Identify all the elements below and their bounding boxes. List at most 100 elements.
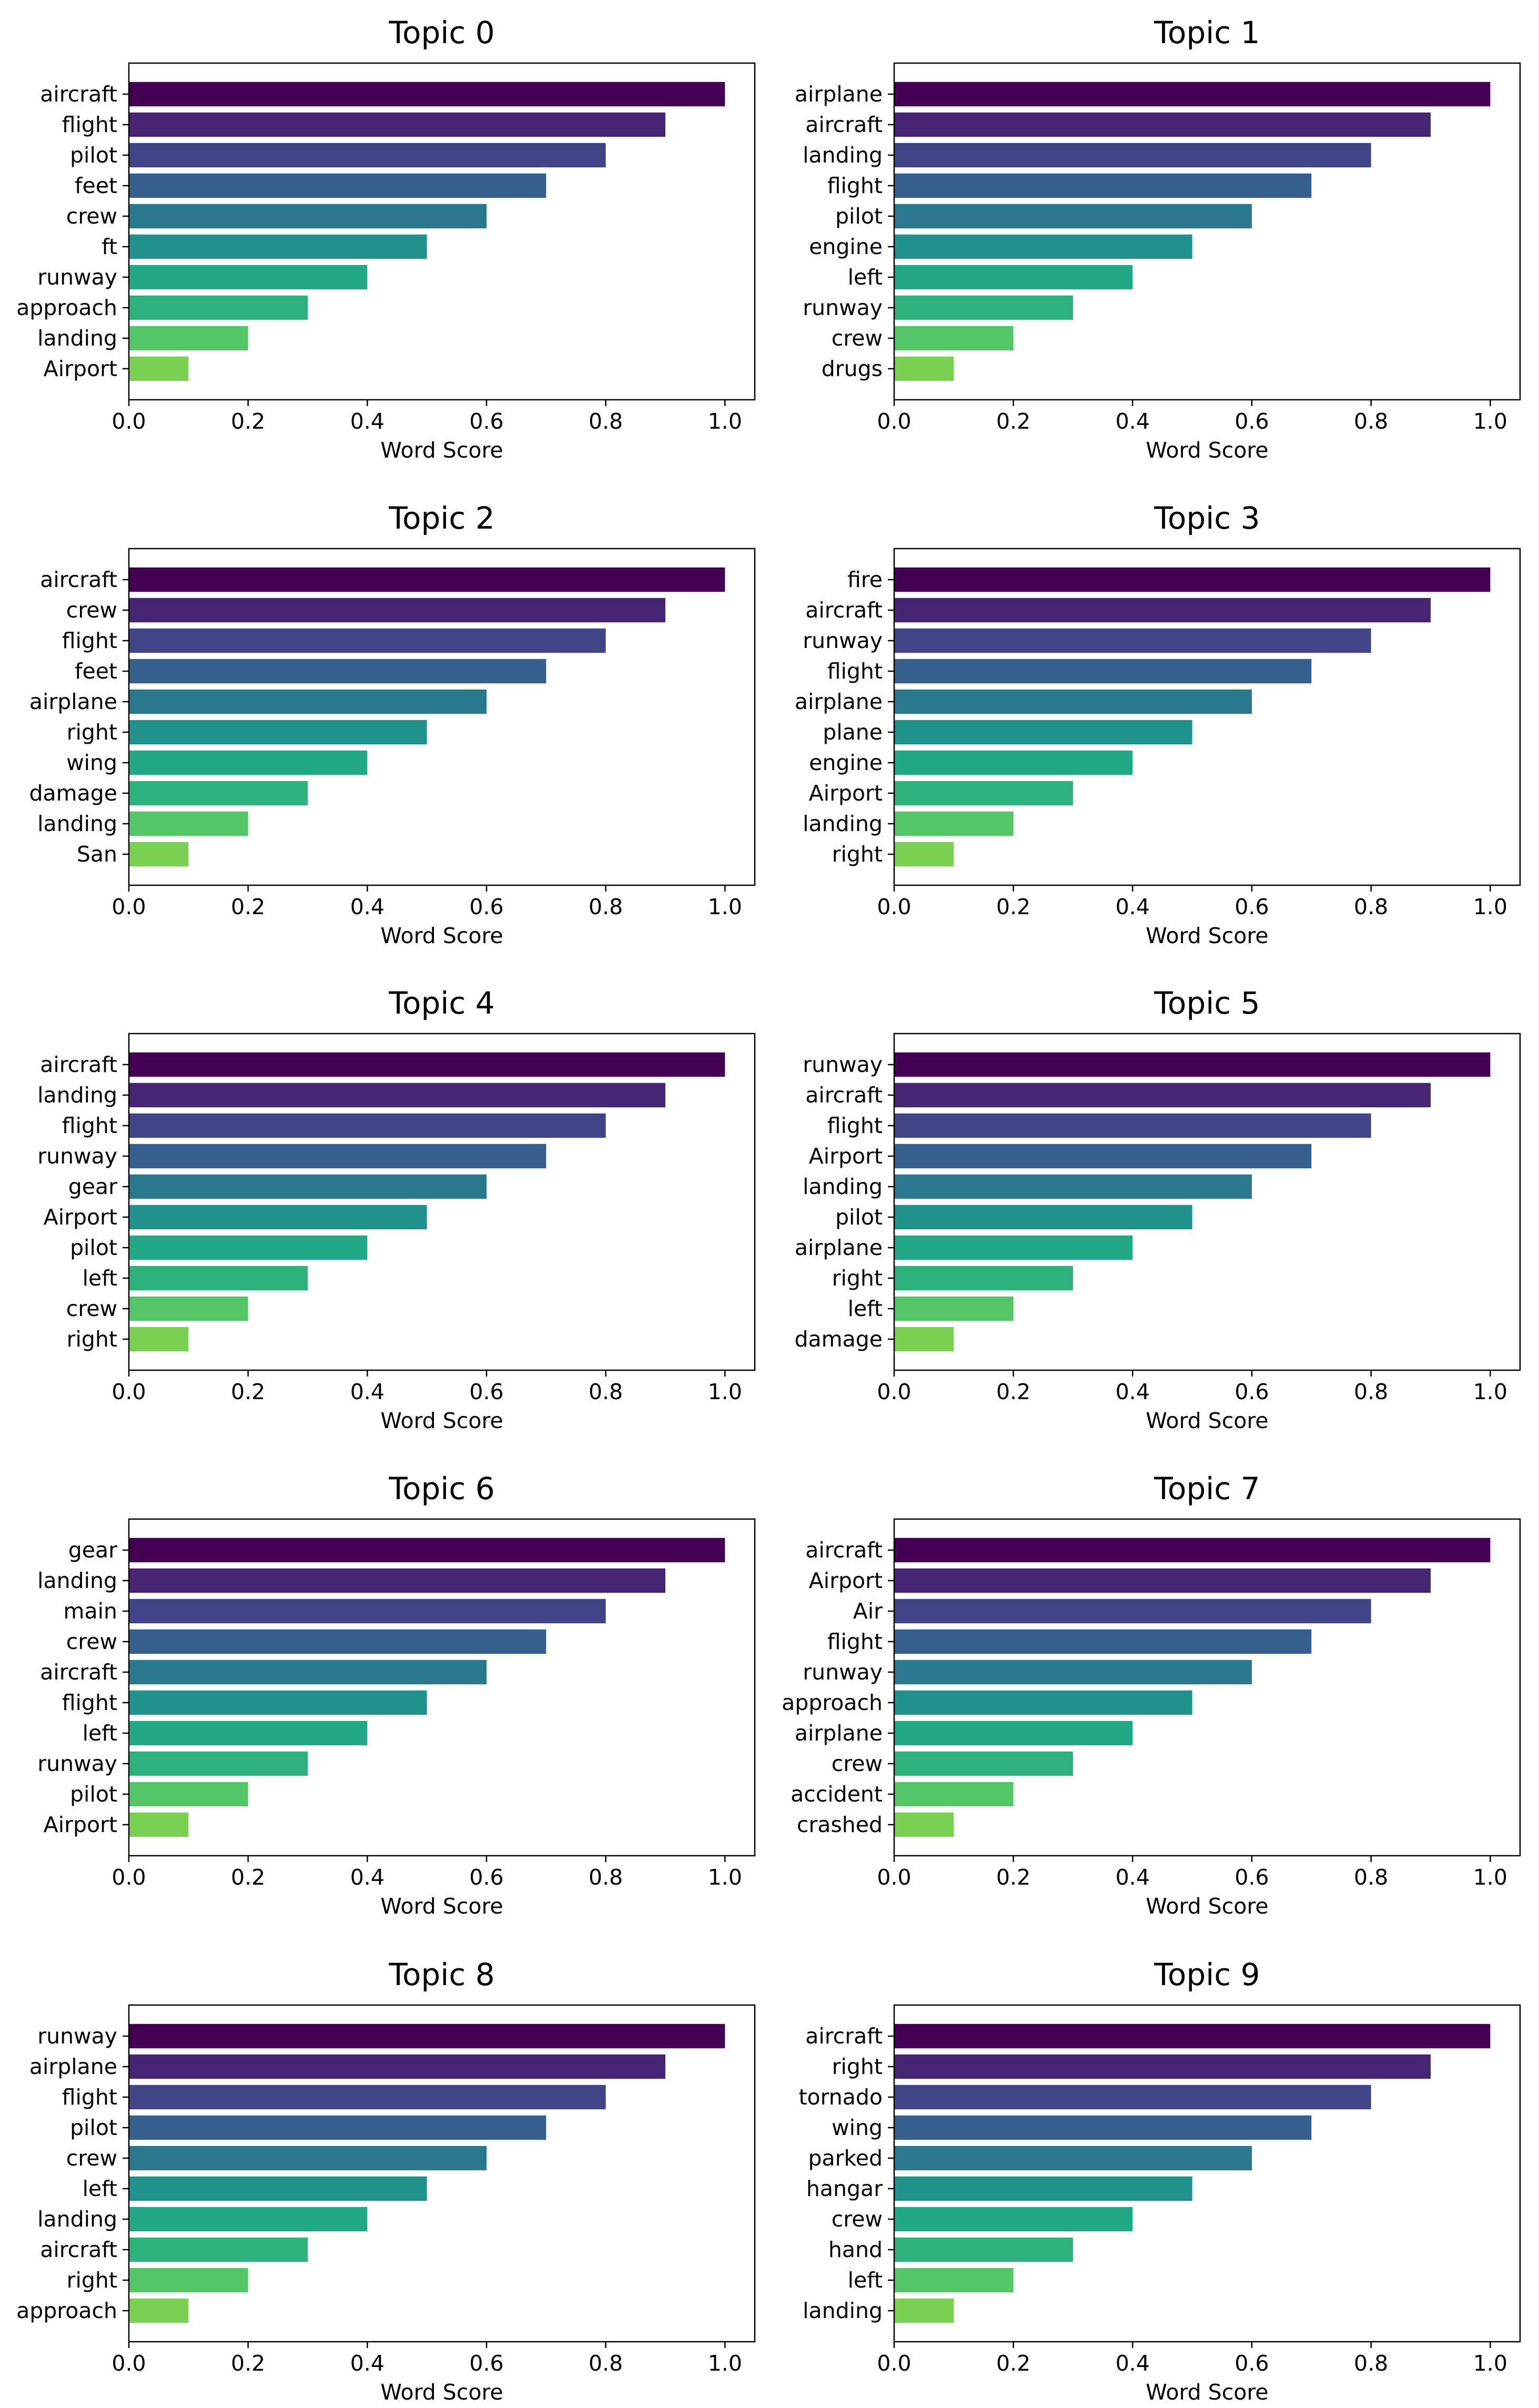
x-tick-label: 0.0 <box>877 2351 911 2376</box>
x-tick-label: 1.0 <box>708 894 742 919</box>
x-tick-label: 0.4 <box>1116 2351 1150 2376</box>
y-tick-label: tornado <box>798 2085 883 2110</box>
x-tick-label: 1.0 <box>1473 409 1507 434</box>
bar-aircraft <box>894 1082 1431 1108</box>
bar-aircraft <box>894 112 1431 137</box>
bar-landing <box>129 326 248 351</box>
y-tick-label: left <box>83 1266 117 1291</box>
bar-left <box>894 2268 1014 2293</box>
bar-runway <box>129 265 368 290</box>
bar-aircraft <box>894 2023 1491 2049</box>
bar-landing <box>129 811 248 836</box>
x-axis-label: Word Score <box>1146 923 1268 948</box>
y-tick-label: runway <box>37 1751 117 1776</box>
y-tick-label: approach <box>16 2298 117 2323</box>
y-tick-label: crashed <box>797 1812 883 1837</box>
y-tick-label: pilot <box>835 1205 883 1230</box>
bar-airport <box>129 1812 189 1837</box>
y-tick-label: aircraft <box>805 598 883 623</box>
x-tick-label: 0.0 <box>112 894 146 919</box>
y-tick-label: pilot <box>70 1782 117 1807</box>
bar-runway <box>894 628 1371 653</box>
bar-aircraft <box>129 2237 308 2262</box>
x-tick-label: 0.8 <box>1354 1865 1388 1890</box>
subplot-title: Topic 8 <box>388 1957 494 1992</box>
y-tick-label: crew <box>66 598 117 623</box>
y-tick-label: landing <box>37 1082 117 1108</box>
bar-aircraft <box>129 567 725 592</box>
y-tick-label: hangar <box>806 2176 883 2201</box>
y-tick-label: main <box>64 1598 117 1624</box>
x-tick-label: 0.6 <box>1234 1379 1269 1404</box>
y-tick-label: airplane <box>29 689 117 714</box>
x-tick-label: 1.0 <box>708 409 742 434</box>
bar-runway <box>894 295 1073 320</box>
x-tick-label: 0.4 <box>1116 409 1150 434</box>
bar-san <box>129 842 189 867</box>
y-tick-label: flight <box>62 2085 117 2110</box>
y-tick-label: Airport <box>44 1205 117 1230</box>
subplot-title: Topic 2 <box>388 500 494 536</box>
x-tick-label: 1.0 <box>1473 2351 1507 2376</box>
x-tick-label: 0.4 <box>350 1865 384 1890</box>
bar-flight <box>894 659 1312 684</box>
x-tick-label: 1.0 <box>708 2351 742 2376</box>
y-tick-label: left <box>848 2268 883 2293</box>
bar-left <box>129 2176 427 2201</box>
y-tick-label: hand <box>828 2237 883 2262</box>
bar-crew <box>129 1296 248 1321</box>
bar-crew <box>129 2146 487 2171</box>
x-axis-label: Word Score <box>380 923 503 948</box>
x-tick-label: 1.0 <box>1473 1865 1507 1890</box>
x-tick-label: 0.8 <box>589 1865 623 1890</box>
y-tick-label: landing <box>37 1568 117 1593</box>
x-tick-label: 0.8 <box>1354 409 1388 434</box>
x-tick-label: 0.8 <box>589 2351 623 2376</box>
bar-approach <box>129 2298 189 2323</box>
y-tick-label: left <box>83 2176 117 2201</box>
y-tick-label: runway <box>37 265 117 290</box>
bar-landing <box>894 2298 954 2323</box>
y-tick-label: Airport <box>809 1144 883 1169</box>
x-tick-label: 1.0 <box>1473 894 1507 919</box>
bar-left <box>894 1296 1014 1321</box>
subplot-title: Topic 3 <box>1153 500 1260 536</box>
y-tick-label: Airport <box>809 1568 883 1593</box>
x-tick-label: 0.2 <box>996 2351 1030 2376</box>
bar-pilot <box>129 2115 546 2140</box>
y-tick-label: aircraft <box>40 1052 117 1077</box>
bar-pilot <box>129 1782 248 1807</box>
bar-crew <box>894 326 1014 351</box>
y-tick-label: damage <box>29 781 117 806</box>
bar-parked <box>894 2146 1252 2171</box>
y-tick-label: wing <box>832 2115 883 2140</box>
y-tick-label: crew <box>832 326 883 351</box>
y-tick-label: pilot <box>70 143 117 168</box>
y-tick-label: runway <box>37 2023 117 2049</box>
bar-airplane <box>894 1721 1133 1746</box>
x-tick-label: 0.0 <box>877 894 911 919</box>
subplot-topic-1: Topic 1 airplane aircraft landing flight pilo… <box>795 15 1521 463</box>
bar-approach <box>129 295 308 320</box>
y-tick-label: flight <box>827 659 883 684</box>
plot-frame <box>128 62 756 401</box>
y-tick-label: landing <box>803 811 883 836</box>
x-tick-label: 0.4 <box>1116 1379 1150 1404</box>
y-tick-label: crew <box>66 204 117 229</box>
y-tick-label: approach <box>782 1690 883 1715</box>
subplot-topic-2: Topic 2 aircraft crew flight feet airplane rig… <box>29 500 756 948</box>
y-tick-label: left <box>848 265 883 290</box>
bar-flight <box>894 1629 1312 1654</box>
x-tick-label: 0.6 <box>1234 894 1269 919</box>
y-tick-label: runway <box>803 1052 883 1077</box>
x-tick-label: 0.8 <box>1354 894 1388 919</box>
bar-left <box>129 1721 368 1746</box>
y-tick-label: parked <box>808 2146 883 2171</box>
bar-pilot <box>129 143 606 168</box>
x-tick-label: 0.6 <box>469 894 503 919</box>
bar-airplane <box>129 689 487 714</box>
x-axis-label: Word Score <box>380 2380 503 2405</box>
bar-flight <box>129 1113 606 1138</box>
y-tick-label: right <box>67 720 117 745</box>
y-tick-label: wing <box>66 750 117 775</box>
